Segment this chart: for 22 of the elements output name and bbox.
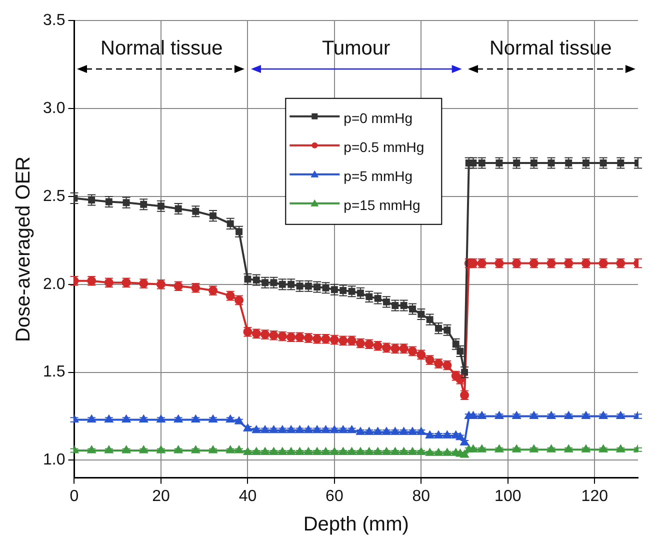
y-tick-label: 3.5 (42, 12, 66, 30)
x-tick-label: 60 (326, 488, 344, 505)
y-tick-label: 2.5 (42, 188, 66, 205)
x-tick-label: 40 (238, 488, 257, 505)
y-axis-title: Dose-averaged OER (12, 156, 35, 342)
legend-label: p=15 mmHg (344, 197, 420, 214)
x-tick-label: 100 (494, 488, 522, 505)
x-axis-title: Depth (mm) (303, 514, 409, 536)
legend-label: p=0 mmHg (344, 110, 413, 126)
x-tick-label: 80 (412, 488, 430, 505)
x-tick-label: 0 (70, 488, 79, 505)
x-tick-label: 20 (152, 488, 170, 505)
y-tick-label: 1.0 (42, 452, 66, 469)
annotation: Normal tissue (100, 37, 223, 60)
legend-label: p=5 mmHg (344, 168, 413, 184)
y-tick-label: 2.0 (42, 276, 66, 293)
y-tick-label: 3.0 (42, 100, 66, 117)
legend-label: p=0.5 mmHg (344, 139, 424, 156)
x-tick-label: 120 (581, 488, 608, 505)
y-tick-label: 1.5 (42, 364, 66, 381)
annotation: Normal tissue (489, 37, 612, 60)
annotation: Tumour (322, 37, 391, 60)
